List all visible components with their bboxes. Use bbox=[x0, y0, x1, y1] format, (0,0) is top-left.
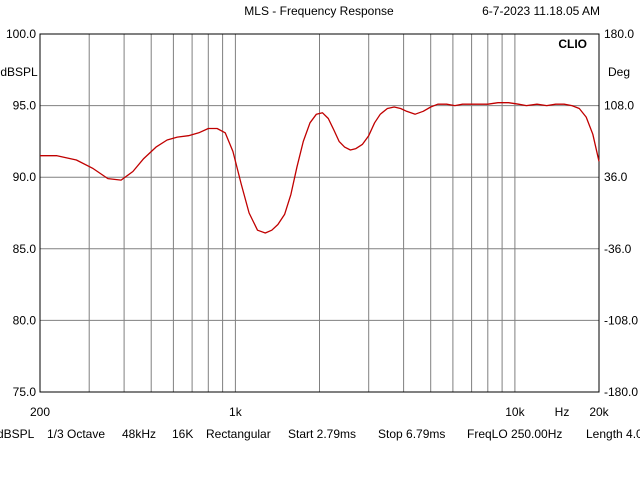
status-item: Length 4.00ms bbox=[586, 427, 640, 441]
y-axis-label: dBSPL bbox=[0, 65, 38, 79]
status-bar: dBSPL 1/3 Octave 48kHz 16K Rectangular Start … bbox=[0, 427, 640, 443]
y-tick-label: 85.0 bbox=[13, 242, 37, 256]
series-layer bbox=[40, 102, 600, 234]
status-item: Rectangular bbox=[206, 427, 271, 441]
y-tick-label: 90.0 bbox=[13, 170, 37, 184]
clio-logo: CLIO bbox=[558, 37, 587, 51]
status-item: Stop 6.79ms bbox=[378, 427, 446, 441]
x-tick-label: 200 bbox=[30, 405, 50, 419]
plot-frame bbox=[39, 33, 600, 393]
y-tick-label: 100.0 bbox=[6, 27, 36, 41]
y2-tick-label: -108.0 bbox=[604, 313, 638, 327]
status-item: 48kHz bbox=[122, 427, 157, 441]
y2-tick-labels: -180.0 -108.0 -36.0 36.0 108.0 180.0 bbox=[604, 27, 638, 399]
x-tick-label: 1k bbox=[229, 405, 243, 419]
status-item: Start 2.79ms bbox=[288, 427, 357, 441]
series-line-spl bbox=[40, 102, 600, 234]
y-tick-label: 75.0 bbox=[13, 385, 37, 399]
y2-tick-label: 108.0 bbox=[604, 99, 634, 113]
y-tick-labels: 75.0 80.0 85.0 90.0 95.0 100.0 bbox=[6, 27, 36, 399]
y-tick-label: 95.0 bbox=[13, 99, 37, 113]
y2-tick-label: -36.0 bbox=[604, 242, 632, 256]
x-tick-label: 20k bbox=[589, 405, 609, 419]
x-tick-labels: 200 1k 10k 20k bbox=[30, 405, 610, 419]
y2-axis-label: Deg bbox=[608, 65, 630, 79]
x-axis-label: Hz bbox=[555, 405, 570, 419]
chart-title: MLS - Frequency Response bbox=[244, 4, 394, 18]
status-item: dBSPL bbox=[0, 427, 35, 441]
status-item: 1/3 Octave bbox=[47, 427, 106, 441]
status-item: FreqLO 250.00Hz bbox=[467, 427, 563, 441]
y2-tick-label: -180.0 bbox=[604, 385, 638, 399]
status-item: 16K bbox=[172, 427, 194, 441]
chart-timestamp: 6-7-2023 11.18.05 AM bbox=[482, 4, 600, 18]
y-tick-label: 80.0 bbox=[13, 313, 37, 327]
y2-tick-label: 180.0 bbox=[604, 27, 634, 41]
y2-tick-label: 36.0 bbox=[604, 170, 628, 184]
x-tick-label: 10k bbox=[505, 405, 525, 419]
chart-grid bbox=[40, 34, 599, 392]
